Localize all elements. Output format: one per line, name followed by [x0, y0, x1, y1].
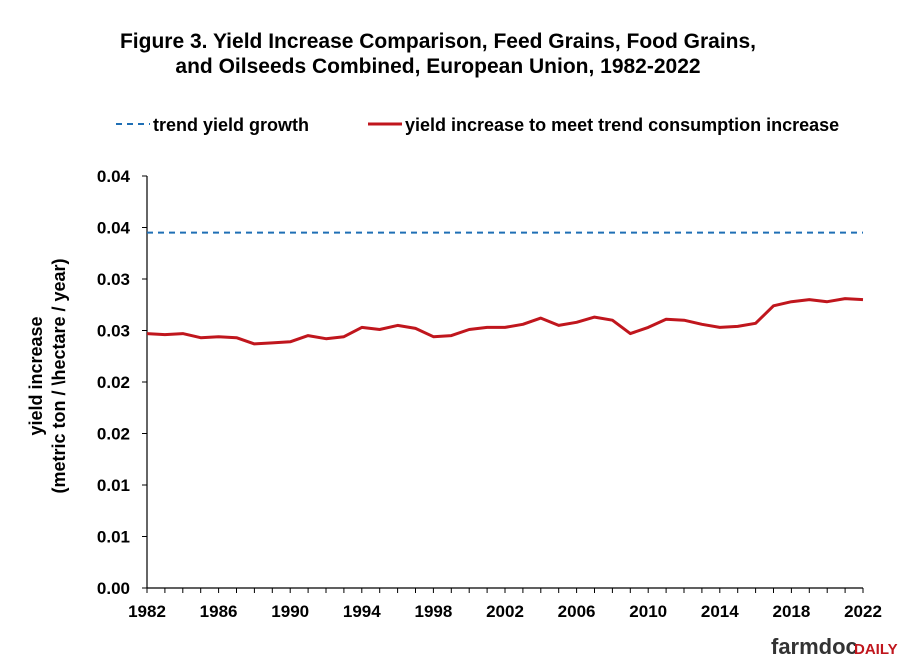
- x-tick-label: 1982: [128, 602, 166, 621]
- chart-title-line2: and Oilseeds Combined, European Union, 1…: [175, 55, 700, 78]
- logo-main-text: farmdoc: [771, 634, 858, 659]
- x-tick-labels: 1982 1986 1990 1994 1998 2002 2006 2010 2014 2018…: [128, 602, 882, 621]
- x-tick-label: 2018: [772, 602, 810, 621]
- x-tick-label: 2022: [844, 602, 882, 621]
- farmdoc-logo: farmdoc DAILY: [771, 634, 898, 659]
- legend-label-consumption: yield increase to meet trend consumption…: [405, 115, 839, 135]
- y-tick-label: 0.01: [97, 476, 130, 495]
- y-tick-label: 0.04: [97, 167, 131, 186]
- series-line-consumption-yield-increase: [146, 297, 864, 346]
- y-tick-label: 0.03: [97, 322, 130, 341]
- axes: [142, 175, 864, 593]
- legend: trend yield growth yield increase to mee…: [116, 115, 839, 135]
- y-tick-label: 0.04: [97, 219, 131, 238]
- x-tick-label: 1998: [414, 602, 452, 621]
- x-tick-label: 2014: [701, 602, 739, 621]
- y-tick-label: 0.01: [97, 528, 130, 547]
- y-tick-label: 0.03: [97, 270, 130, 289]
- legend-label-trend: trend yield growth: [153, 115, 309, 135]
- x-tick-label: 2002: [486, 602, 524, 621]
- y-tick-label: 0.02: [97, 373, 130, 392]
- x-tick-label: 2006: [558, 602, 596, 621]
- logo-accent-text: DAILY: [854, 641, 898, 658]
- x-tick-label: 1986: [200, 602, 238, 621]
- x-tick-label: 1990: [271, 602, 309, 621]
- y-tick-label: 0.02: [97, 425, 130, 444]
- y-tick-label: 0.00: [97, 579, 130, 598]
- series-layer: [146, 231, 864, 346]
- x-tick-label: 1994: [343, 602, 381, 621]
- x-tick-label: 2010: [629, 602, 667, 621]
- chart-title-line1: Figure 3. Yield Increase Comparison, Fee…: [120, 30, 756, 53]
- y-tick-labels: 0.00 0.01 0.01 0.02 0.02 0.03 0.03 0.04 0.04: [97, 167, 131, 598]
- y-axis-label-line2: (metric ton / \hectare / year): [49, 258, 69, 493]
- y-axis-label-line1: yield increase: [26, 316, 46, 435]
